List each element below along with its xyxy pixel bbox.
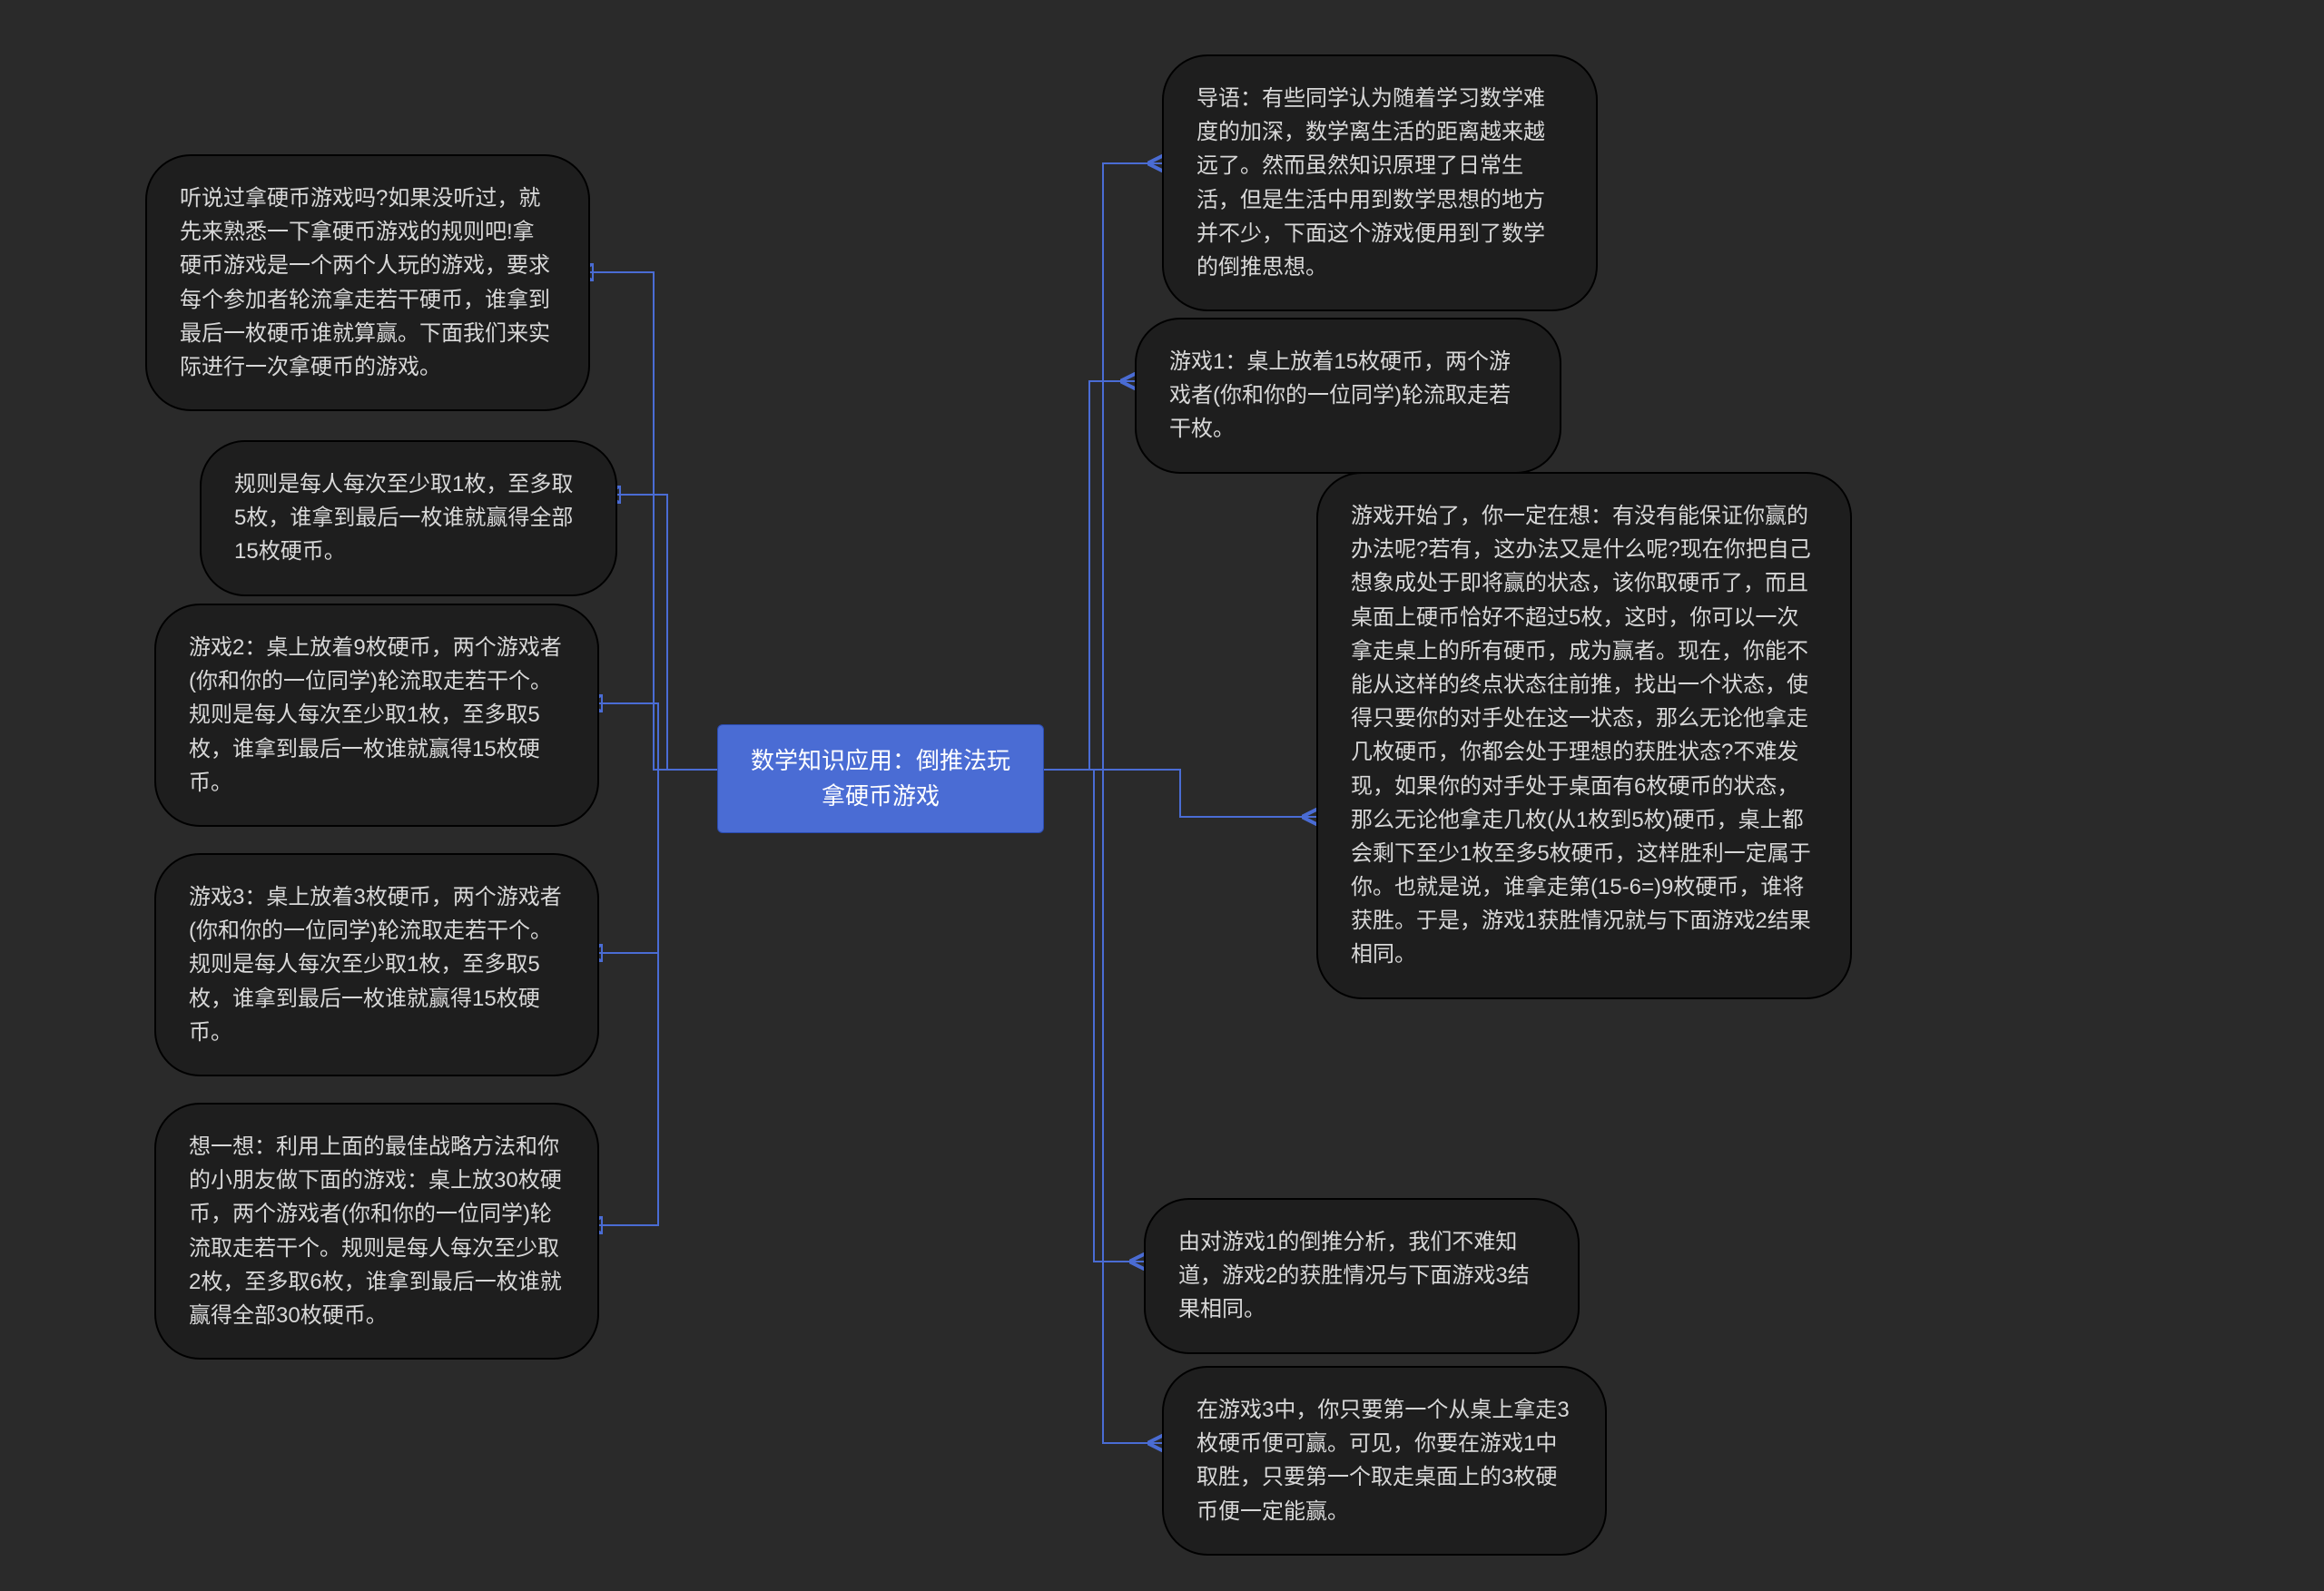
node-text: 导语：有些同学认为随着学习数学难度的加深，数学离生活的距离越来越远了。然而虽然知… xyxy=(1196,86,1545,280)
node-r2[interactable]: 游戏1：桌上放着15枚硬币，两个游戏者(你和你的一位同学)轮流取走若干枚。 xyxy=(1135,318,1561,474)
node-text: 游戏3：桌上放着3枚硬币，两个游戏者(你和你的一位同学)轮流取走若干个。规则是每… xyxy=(189,885,562,1045)
node-text: 由对游戏1的倒推分析，我们不难知道，游戏2的获胜情况与下面游戏3结果相同。 xyxy=(1178,1230,1530,1321)
node-r1[interactable]: 导语：有些同学认为随着学习数学难度的加深，数学离生活的距离越来越远了。然而虽然知… xyxy=(1162,54,1598,311)
node-text: 想一想：利用上面的最佳战略方法和你的小朋友做下面的游戏：桌上放30枚硬币，两个游… xyxy=(189,1134,562,1328)
node-l1[interactable]: 听说过拿硬币游戏吗?如果没听过，就先来熟悉一下拿硬币游戏的规则吧!拿硬币游戏是一… xyxy=(145,154,590,411)
mindmap-canvas: 数学知识应用：倒推法玩拿硬币游戏 听说过拿硬币游戏吗?如果没听过，就先来熟悉一下… xyxy=(0,0,2324,1591)
node-text: 游戏开始了，你一定在想：有没有能保证你赢的办法呢?若有，这办法又是什么呢?现在你… xyxy=(1351,504,1811,967)
node-r4[interactable]: 由对游戏1的倒推分析，我们不难知道，游戏2的获胜情况与下面游戏3结果相同。 xyxy=(1144,1198,1580,1354)
node-text: 游戏2：桌上放着9枚硬币，两个游戏者(你和你的一位同学)轮流取走若干个。规则是每… xyxy=(189,635,562,795)
node-r5[interactable]: 在游戏3中，你只要第一个从桌上拿走3枚硬币便可赢。可见，你要在游戏1中取胜，只要… xyxy=(1162,1366,1607,1556)
node-text: 听说过拿硬币游戏吗?如果没听过，就先来熟悉一下拿硬币游戏的规则吧!拿硬币游戏是一… xyxy=(180,186,550,379)
node-l4[interactable]: 游戏3：桌上放着3枚硬币，两个游戏者(你和你的一位同学)轮流取走若干个。规则是每… xyxy=(154,853,599,1076)
node-l5[interactable]: 想一想：利用上面的最佳战略方法和你的小朋友做下面的游戏：桌上放30枚硬币，两个游… xyxy=(154,1103,599,1360)
node-l3[interactable]: 游戏2：桌上放着9枚硬币，两个游戏者(你和你的一位同学)轮流取走若干个。规则是每… xyxy=(154,604,599,827)
node-text: 规则是每人每次至少取1枚，至多取5枚，谁拿到最后一枚谁就赢得全部15枚硬币。 xyxy=(234,472,573,564)
node-l2[interactable]: 规则是每人每次至少取1枚，至多取5枚，谁拿到最后一枚谁就赢得全部15枚硬币。 xyxy=(200,440,617,596)
center-text: 数学知识应用：倒推法玩拿硬币游戏 xyxy=(751,747,1010,810)
center-node[interactable]: 数学知识应用：倒推法玩拿硬币游戏 xyxy=(717,724,1044,833)
node-text: 在游戏3中，你只要第一个从桌上拿走3枚硬币便可赢。可见，你要在游戏1中取胜，只要… xyxy=(1196,1398,1570,1524)
node-text: 游戏1：桌上放着15枚硬币，两个游戏者(你和你的一位同学)轮流取走若干枚。 xyxy=(1169,349,1511,441)
node-r3[interactable]: 游戏开始了，你一定在想：有没有能保证你赢的办法呢?若有，这办法又是什么呢?现在你… xyxy=(1316,472,1852,999)
